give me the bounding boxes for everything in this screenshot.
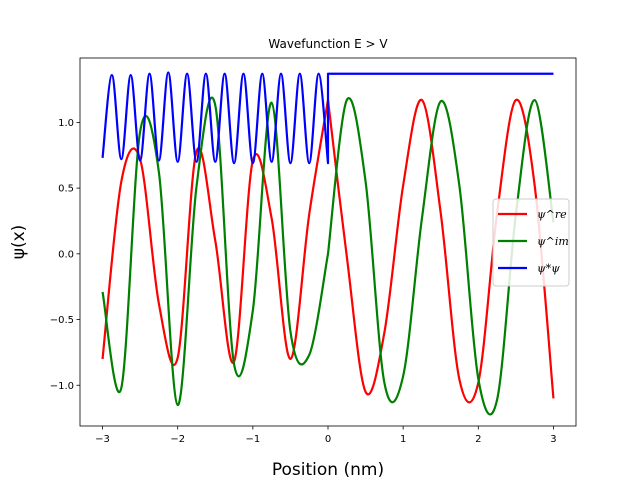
y-tick-label: −1.0 — [50, 381, 74, 392]
y-tick-label: 0.5 — [58, 184, 74, 195]
y-tick-label: −0.5 — [50, 315, 74, 326]
x-axis-label: Position (nm) — [272, 460, 384, 480]
legend-label-2: ψ^im — [537, 235, 569, 248]
y-axis-ticks: −1.0 −0.5 0.0 0.5 1.0 — [50, 118, 80, 392]
legend-items: ψ^re ψ^im ψ*ψ — [498, 208, 569, 275]
x-tick-label: −1 — [245, 434, 260, 445]
y-tick-label: 1.0 — [58, 118, 74, 129]
x-tick-label: 2 — [475, 434, 481, 445]
legend: ψ^re ψ^im ψ*ψ — [492, 198, 570, 287]
x-axis-ticks: −3 −2 −1 0 1 2 3 — [95, 426, 557, 445]
series-line-2 — [101, 96, 555, 416]
plot-frame — [79, 57, 577, 427]
legend-box — [492, 198, 570, 287]
chart-title: Wavefunction E > V — [268, 37, 388, 51]
x-tick-label: 1 — [400, 434, 406, 445]
x-tick-label: −2 — [170, 434, 185, 445]
legend-label-1: ψ^re — [537, 208, 567, 221]
x-tick-label: −3 — [95, 434, 110, 445]
series-line-3 — [101, 71, 554, 165]
y-axis-label: ψ(x) — [9, 225, 29, 260]
legend-label-3: ψ*ψ — [537, 262, 560, 275]
y-tick-label: 0.0 — [58, 249, 74, 260]
x-tick-label: 3 — [550, 434, 556, 445]
series-lines — [101, 71, 555, 416]
x-tick-label: 0 — [325, 434, 331, 445]
